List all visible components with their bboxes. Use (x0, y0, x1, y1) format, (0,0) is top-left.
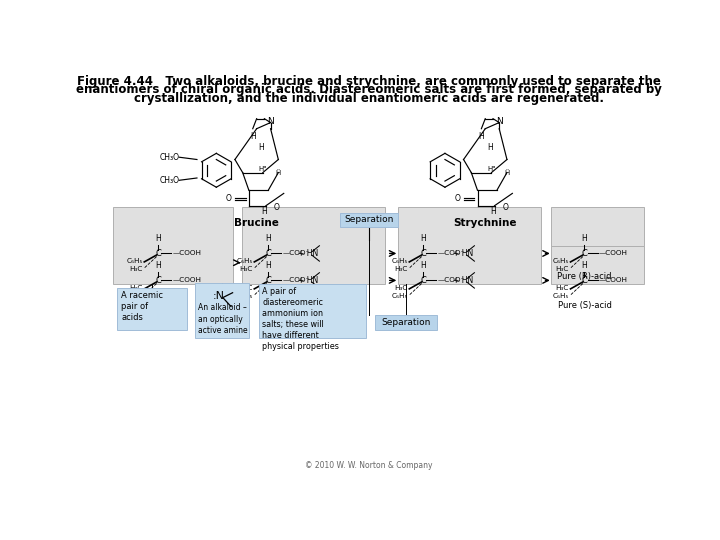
Bar (113, 207, 233, 284)
Text: An alkaloid –
an optically
active amine: An alkaloid – an optically active amine (198, 303, 248, 335)
Bar (242, 207, 385, 284)
Text: C: C (582, 276, 588, 285)
Text: O: O (226, 194, 232, 203)
Text: —COOH: —COOH (598, 251, 627, 256)
Text: H": H" (258, 166, 267, 172)
Bar (397, 207, 541, 284)
Text: H: H (156, 234, 161, 244)
Text: H: H (420, 234, 426, 244)
Text: Separation: Separation (344, 215, 394, 224)
Text: crystallization, and the individual enantiomeric acids are regenerated.: crystallization, and the individual enan… (134, 92, 604, 105)
Bar (117, 288, 187, 330)
Text: H: H (266, 234, 271, 244)
Text: N: N (267, 117, 274, 125)
Text: —COO⁻: —COO⁻ (437, 278, 464, 284)
Text: H₃C: H₃C (130, 285, 143, 291)
Text: C: C (420, 276, 426, 285)
Text: C: C (156, 249, 161, 258)
Text: H: H (266, 261, 271, 271)
Text: H: H (250, 132, 256, 141)
Text: —COOH: —COOH (598, 278, 627, 284)
Text: enantiomers of chiral organic acids. Diastereomeric salts are first formed, sepa: enantiomers of chiral organic acids. Dia… (76, 83, 662, 96)
Bar (340, 213, 398, 226)
Text: C: C (582, 249, 588, 258)
Text: —COO⁻: —COO⁻ (437, 251, 464, 256)
Text: CH₃O: CH₃O (159, 176, 179, 185)
Text: :N: :N (212, 291, 225, 301)
Bar (259, 284, 366, 338)
Text: H₃C: H₃C (395, 285, 408, 291)
Text: H₃C: H₃C (395, 266, 408, 272)
Text: C₆H₅: C₆H₅ (392, 258, 408, 264)
Text: H₃C: H₃C (556, 285, 569, 291)
Text: H: H (582, 261, 588, 271)
Text: H: H (479, 132, 485, 141)
Text: C: C (265, 249, 271, 258)
Text: H₃C: H₃C (239, 266, 253, 272)
Text: H: H (420, 261, 426, 271)
Text: Strychnine: Strychnine (454, 218, 517, 228)
Text: Separation: Separation (382, 318, 431, 327)
Text: H: H (490, 207, 496, 217)
Text: C: C (420, 249, 426, 258)
Text: O: O (503, 202, 508, 212)
Text: Brucine: Brucine (234, 218, 279, 228)
Text: + HN: + HN (297, 249, 318, 258)
Text: H: H (258, 143, 264, 152)
Text: —COO⁻: —COO⁻ (282, 251, 310, 256)
Text: C₆H₅: C₆H₅ (552, 293, 569, 299)
Text: + HN: + HN (297, 276, 318, 285)
Text: H: H (582, 234, 588, 244)
Bar (375, 315, 437, 330)
Text: C₆H₅: C₆H₅ (236, 293, 253, 299)
Text: H: H (156, 261, 161, 271)
Text: A pair of
diastereomeric
ammonium ion
salts; these will
have different
physical : A pair of diastereomeric ammonium ion sa… (262, 287, 339, 351)
Text: + HN: + HN (453, 249, 473, 258)
Text: C₆H₅: C₆H₅ (126, 293, 143, 299)
Text: O: O (274, 202, 279, 212)
Text: Pure (S)-acid: Pure (S)-acid (557, 301, 611, 309)
Text: N: N (496, 117, 503, 125)
Text: A racemic
pair of
acids: A racemic pair of acids (121, 291, 163, 322)
Bar (551, 246, 644, 284)
Text: C: C (265, 276, 271, 285)
Text: Figure 4.44   Two alkaloids, brucine and strychnine, are commonly used to separa: Figure 4.44 Two alkaloids, brucine and s… (77, 75, 661, 88)
Text: CH₃O: CH₃O (159, 153, 179, 161)
Text: + HN: + HN (453, 276, 473, 285)
Text: C₆H₅: C₆H₅ (126, 258, 143, 264)
Bar (551, 207, 644, 246)
Text: Ḧ: Ḧ (504, 170, 510, 176)
Text: H": H" (487, 166, 495, 172)
Text: © 2010 W. W. Norton & Company: © 2010 W. W. Norton & Company (305, 461, 433, 470)
Text: H₃C: H₃C (130, 266, 143, 272)
Text: Ḧ: Ḧ (276, 170, 281, 176)
Text: C₆H₅: C₆H₅ (236, 258, 253, 264)
Text: H: H (487, 143, 492, 152)
Text: —COOH: —COOH (172, 251, 201, 256)
Bar (194, 283, 249, 338)
Text: —COOH: —COOH (172, 278, 201, 284)
Text: H₃C: H₃C (239, 285, 253, 291)
Text: H: H (261, 207, 267, 217)
Text: —COO⁻: —COO⁻ (282, 278, 310, 284)
Text: C: C (156, 276, 161, 285)
Text: C₆H₅: C₆H₅ (552, 258, 569, 264)
Text: O: O (454, 194, 461, 203)
Text: C₆H₅: C₆H₅ (392, 293, 408, 299)
Text: Pure (R)-acid: Pure (R)-acid (557, 272, 612, 281)
Text: H₃C: H₃C (556, 266, 569, 272)
